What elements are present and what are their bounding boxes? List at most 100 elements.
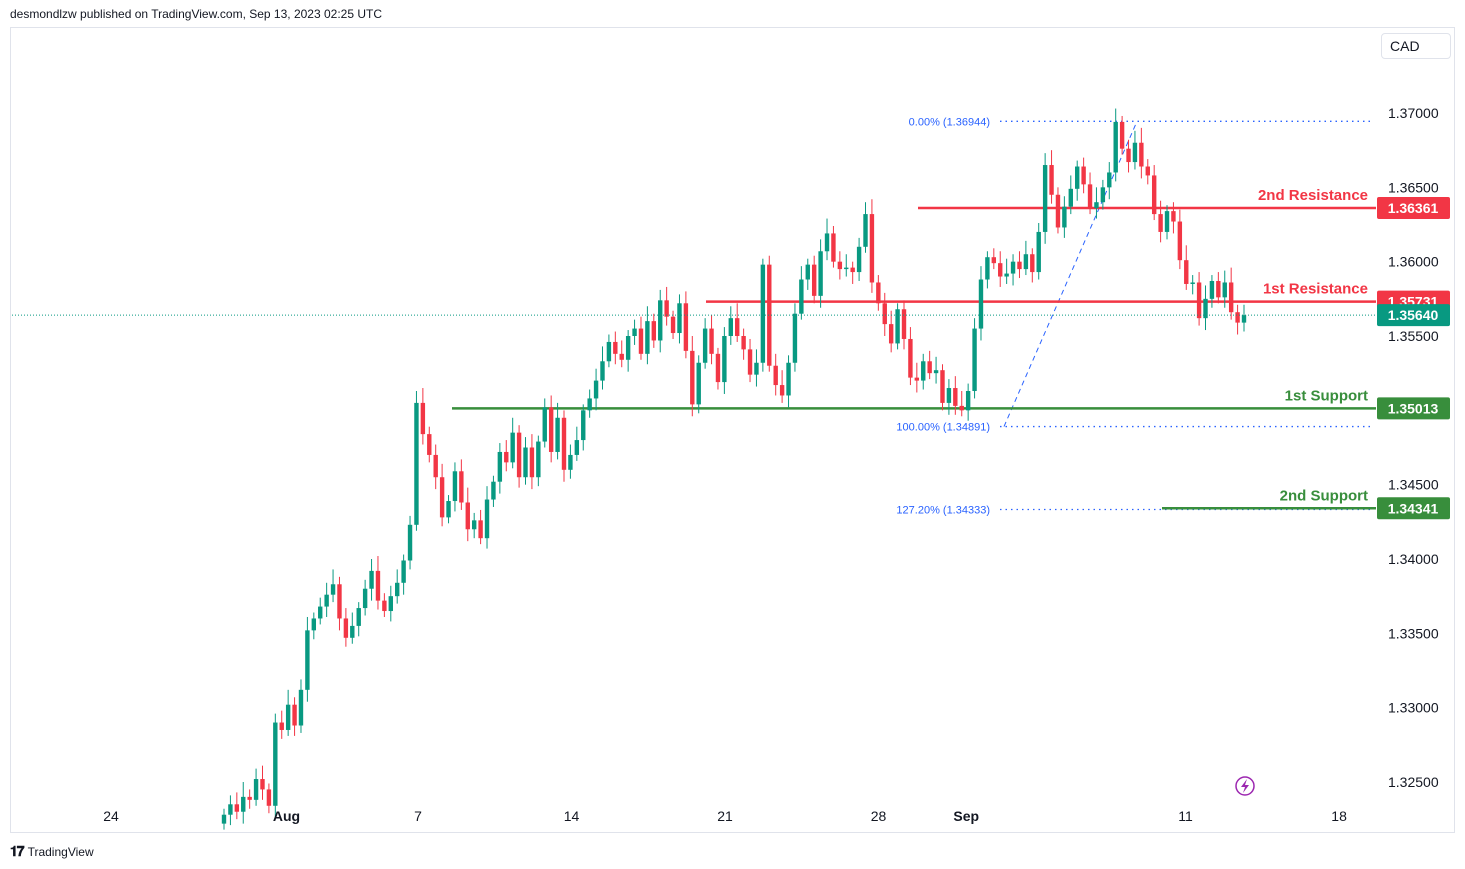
- candle-body: [395, 582, 400, 597]
- candle-body: [844, 267, 849, 270]
- time-tick-label: Aug: [273, 808, 300, 824]
- current-price-value: 1.35640: [1388, 307, 1439, 323]
- candle-body: [946, 388, 952, 403]
- candle-body: [1087, 184, 1093, 209]
- candle-body: [625, 336, 631, 360]
- candle-body: [568, 454, 573, 470]
- candle-body: [1145, 166, 1150, 176]
- fib-level-label: 100.00% (1.34891): [896, 422, 990, 434]
- candle-body: [484, 499, 490, 539]
- price-axis: 1.37000 1.36500 1.36000 1.35500 1.34500 1.340…: [1388, 105, 1439, 790]
- candle-body: [606, 341, 612, 362]
- level-name-label: 1st Support: [1285, 387, 1368, 404]
- candle-body: [382, 600, 387, 612]
- flash-icon-bolt: [1241, 779, 1249, 793]
- candle-body: [1158, 214, 1163, 232]
- candle-body: [882, 303, 887, 325]
- candle-body: [247, 796, 252, 800]
- candles: [221, 108, 1247, 830]
- candle-body: [1023, 254, 1029, 270]
- candle-body: [683, 303, 689, 351]
- candle-body: [735, 318, 740, 336]
- candle-body: [536, 441, 541, 478]
- candle-body: [350, 625, 355, 638]
- candle-body: [799, 279, 804, 314]
- time-axis: 24 Aug 7 14 21 28 Sep 11 18: [103, 808, 1347, 824]
- candle-body: [574, 440, 580, 455]
- candle-body: [728, 318, 733, 336]
- candle-body: [561, 417, 567, 470]
- candle-body: [407, 524, 413, 561]
- candle-body: [471, 520, 477, 530]
- candle-body: [1075, 166, 1080, 189]
- candle-body: [850, 267, 855, 273]
- time-tick-label: Sep: [953, 808, 979, 824]
- candle-body: [998, 263, 1003, 277]
- candle-body: [876, 282, 881, 304]
- candle-body: [311, 618, 317, 631]
- candle-body: [1171, 211, 1176, 222]
- candle-body: [298, 689, 304, 726]
- candle-body: [1164, 211, 1170, 232]
- candle-body: [914, 377, 920, 381]
- candle-body: [446, 501, 451, 518]
- candle-body: [234, 804, 240, 812]
- candle-body: [1241, 315, 1247, 323]
- candle-body: [645, 321, 650, 354]
- candle-body: [504, 451, 509, 463]
- candle-body: [754, 362, 759, 375]
- footer-brand[interactable]: 𝟏𝟕 TradingView: [10, 843, 94, 860]
- fib-trend-line: [1003, 121, 1138, 427]
- candle-body: [1228, 282, 1234, 313]
- chart-frame: [10, 27, 1455, 833]
- candle-body: [664, 300, 669, 317]
- candle-body: [1094, 202, 1099, 209]
- candle-body: [811, 264, 817, 296]
- candle-body: [1139, 142, 1144, 167]
- candle-body: [555, 417, 560, 452]
- price-tick-label: 1.33000: [1388, 700, 1439, 716]
- candle-body: [1126, 148, 1131, 163]
- candle-body: [241, 796, 246, 812]
- publisher-caption: desmondlzw published on TradingView.com,…: [10, 7, 383, 21]
- candle-body: [452, 471, 458, 502]
- level-price-value: 1.35013: [1388, 400, 1439, 416]
- candle-body: [1132, 142, 1138, 163]
- candle-body: [1100, 187, 1106, 203]
- time-tick-label: 21: [717, 808, 733, 824]
- candle-body: [722, 336, 727, 383]
- candle-body: [824, 233, 830, 252]
- price-tick-label: 1.34000: [1388, 551, 1439, 567]
- candle-body: [292, 704, 297, 726]
- candle-body: [1235, 312, 1240, 323]
- flash-icon[interactable]: [1235, 776, 1255, 796]
- candle-body: [337, 584, 342, 619]
- candle-body: [260, 779, 265, 790]
- candle-body: [901, 309, 907, 339]
- currency-selector[interactable]: CAD: [1381, 33, 1451, 59]
- candle-body: [1196, 282, 1202, 319]
- candle-body: [965, 391, 971, 411]
- candle-body: [747, 349, 753, 375]
- candle-body: [1107, 172, 1112, 188]
- time-tick-label: 7: [414, 808, 422, 824]
- candle-body: [773, 365, 778, 386]
- current-price-badge: [1377, 304, 1450, 327]
- candle-body: [491, 481, 496, 500]
- candle-body: [1017, 261, 1022, 270]
- candle-body: [362, 588, 368, 609]
- candle-body: [1068, 188, 1073, 207]
- candle-body: [888, 324, 894, 344]
- candle-body: [523, 447, 528, 478]
- candle-body: [779, 385, 785, 396]
- candle-body: [632, 328, 637, 336]
- candle-body: [953, 388, 958, 406]
- candle-body: [343, 618, 349, 638]
- candle-body: [439, 477, 445, 518]
- candle-body: [940, 370, 945, 403]
- candle-body: [581, 410, 586, 441]
- candle-body: [356, 608, 361, 626]
- candle-body: [600, 361, 605, 381]
- candle-body: [324, 594, 329, 607]
